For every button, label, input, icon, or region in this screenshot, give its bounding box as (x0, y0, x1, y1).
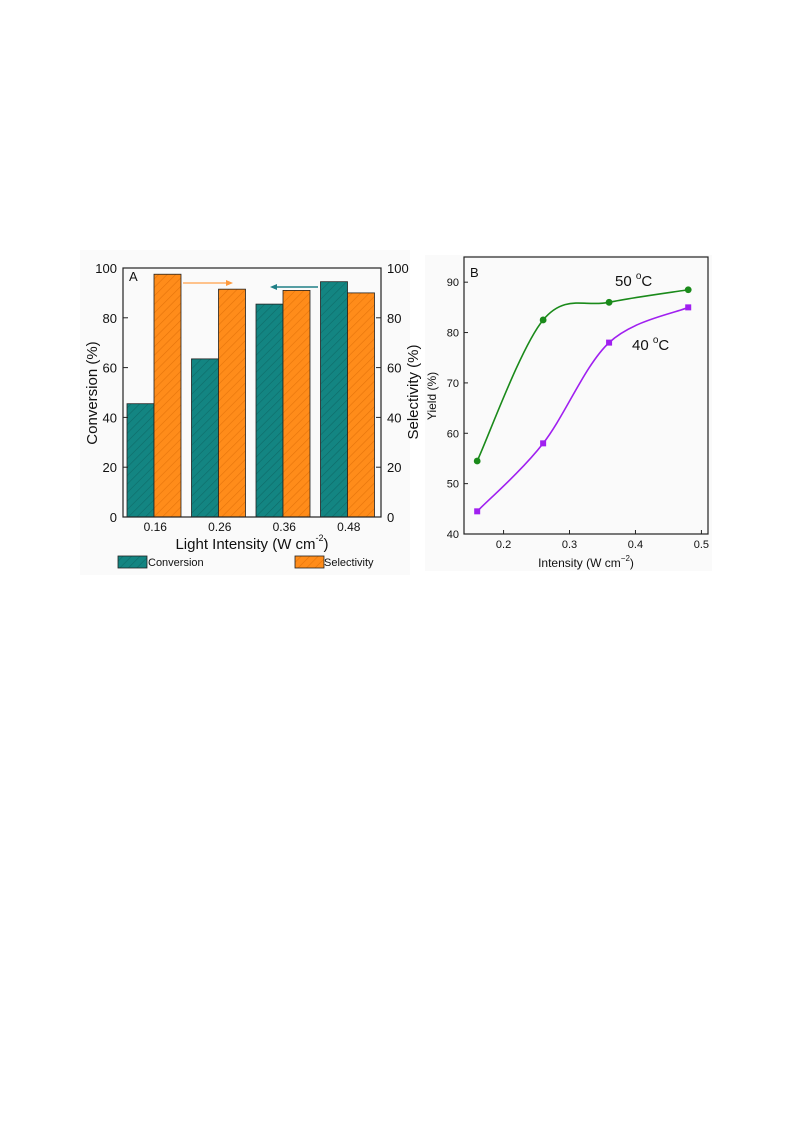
a-y2-tick-label: 80 (387, 311, 401, 326)
a-legend: Conversion Selectivity (117, 555, 374, 569)
a-y-tick-label: 40 (103, 410, 117, 425)
series-label-40c: 40 oC (632, 335, 669, 354)
panel-b-label: B (470, 265, 479, 280)
a-x-tick-label: 0.16 (144, 520, 168, 534)
b-y-tick-label: 60 (447, 428, 459, 440)
panel-a-label: A (129, 269, 138, 284)
a-x-tick-label: 0.36 (273, 520, 297, 534)
a-y-axis-label: Conversion (%) (84, 341, 101, 444)
a-x-axis-label: Light Intensity (W cm-2) (175, 533, 328, 553)
fit-curve-50c (476, 288, 689, 462)
point-40c-0.26 (540, 440, 547, 447)
a-x-tick-label: 0.26 (208, 520, 232, 534)
legend-item-selectivity: Selectivity (294, 555, 374, 569)
a-y2-tick-label: 60 (387, 361, 401, 376)
legend-swatch-conversion (117, 555, 148, 569)
panel-b-frame (463, 256, 709, 535)
b-y-tick-label: 90 (447, 277, 459, 289)
bar-conversion-0.26 (191, 358, 219, 518)
panel-b-background (425, 255, 712, 571)
bar-conversion-0.16 (126, 403, 155, 518)
selectivity-axis-arrow (183, 280, 233, 286)
b-x-tick-label: 0.4 (628, 539, 643, 551)
legend-label-selectivity: Selectivity (324, 557, 374, 569)
b-x-tick-label: 0.2 (496, 539, 511, 551)
b-y-tick-label: 70 (447, 378, 459, 390)
a-x-tick-label: 0.48 (337, 520, 361, 534)
legend-swatch-selectivity (294, 555, 325, 569)
a-y2-axis-label: Selectivity (%) (405, 344, 422, 439)
point-40c-0.36 (606, 339, 613, 346)
panel-a-bar-chart: 0 20 40 60 80 100 0 20 40 60 80 100 0.16 0.26 0.36 0.… (80, 250, 422, 575)
b-x-tick-label: 0.5 (694, 539, 709, 551)
a-y-tick-label: 80 (103, 311, 117, 326)
b-y-tick-label: 50 (447, 479, 459, 491)
b-x-axis-label: Intensity (W cm−2) (538, 554, 634, 570)
a-y-tick-label: 60 (103, 361, 117, 376)
point-50c-0.26 (539, 316, 547, 324)
a-y2-tick-label: 40 (387, 410, 401, 425)
a-y2-tick-label: 100 (387, 261, 409, 276)
b-y-tick-label: 80 (447, 328, 459, 340)
point-40c-0.16 (474, 508, 481, 515)
series-label-50c: 50 oC (615, 271, 652, 290)
a-y2-tick-label: 20 (387, 460, 401, 475)
point-50c-0.48 (684, 286, 692, 294)
b-y-tick-label: 40 (447, 529, 459, 541)
bar-conversion-0.36 (255, 303, 284, 518)
bar-selectivity-0.16 (153, 273, 182, 518)
point-50c-0.16 (473, 457, 481, 465)
a-y2-tick-label: 0 (387, 510, 394, 525)
panel-a-frame (122, 267, 382, 518)
fit-curve-40c (476, 306, 689, 512)
a-y-tick-label: 20 (103, 460, 117, 475)
point-40c-0.48 (685, 304, 692, 311)
bar-selectivity-0.26 (218, 288, 246, 518)
a-y-tick-label: 100 (95, 261, 117, 276)
b-y-axis-label: Yield (%) (425, 372, 439, 420)
bar-conversion-0.48 (320, 281, 348, 518)
conversion-axis-arrow (270, 284, 318, 290)
legend-label-conversion: Conversion (148, 557, 204, 569)
bar-selectivity-0.36 (282, 290, 311, 518)
a-y-tick-label: 0 (110, 510, 117, 525)
b-x-tick-label: 0.3 (562, 539, 577, 551)
legend-item-conversion: Conversion (117, 555, 204, 569)
point-50c-0.36 (605, 298, 613, 306)
bar-selectivity-0.48 (347, 292, 375, 518)
